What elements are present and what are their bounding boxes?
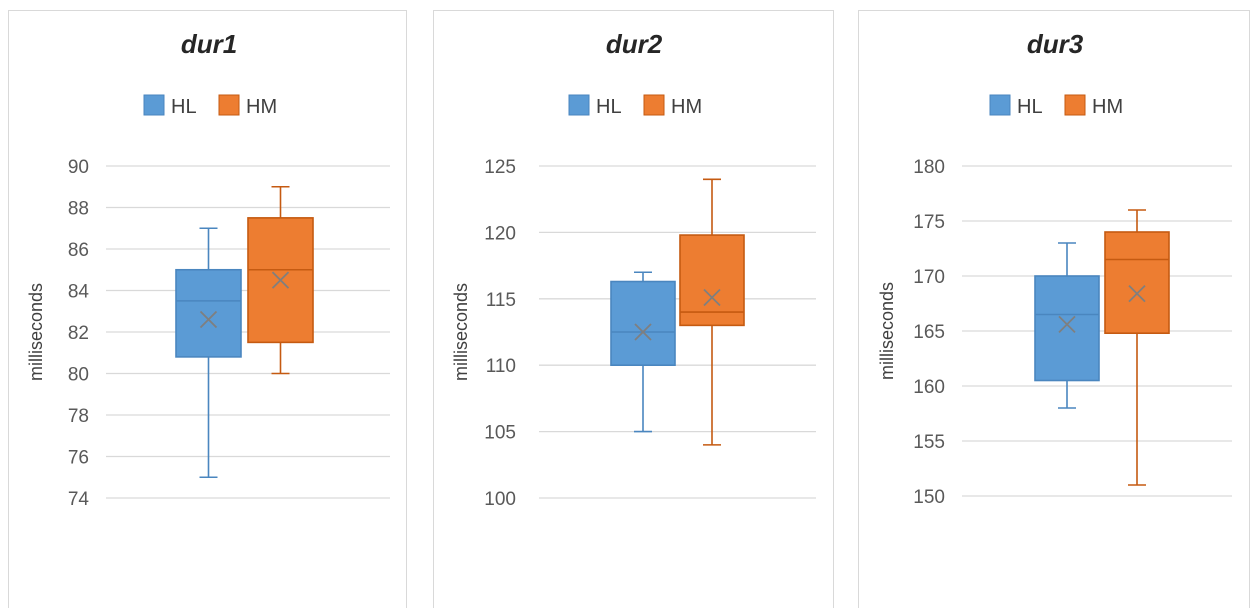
tick-label-dur3-175: 175 <box>913 212 945 233</box>
box-dur3-HM <box>1104 231 1170 334</box>
tick-label-dur2-100: 100 <box>484 489 516 510</box>
legend-swatch-dur1-HL <box>143 94 165 116</box>
y-axis-title-dur1: milliseconds <box>26 283 46 381</box>
tick-label-dur1-84: 84 <box>68 282 90 303</box>
tick-label-dur2-125: 125 <box>484 157 516 178</box>
chart-title-dur2: dur2 <box>606 29 663 59</box>
legend-label-dur2-HL: HL <box>596 96 622 118</box>
tick-label-dur1-82: 82 <box>68 323 89 344</box>
chart-title-dur1: dur1 <box>181 29 237 59</box>
tick-label-dur3-150: 150 <box>913 487 945 508</box>
tick-label-dur3-160: 160 <box>913 377 945 398</box>
legend-swatch-dur2-HM <box>643 94 665 116</box>
tick-label-dur1-74: 74 <box>68 489 90 510</box>
box-dur2-HL <box>610 280 676 367</box>
legend-label-dur3-HL: HL <box>1017 96 1043 118</box>
mean-marker-dur2-HM <box>703 288 721 307</box>
chart-panel-dur2: dur2 HL HM 100 105 110 115 120 125 milliseconds <box>433 10 834 608</box>
box-dur2-HM <box>679 234 745 327</box>
legend-label-dur2-HM: HM <box>671 96 702 118</box>
tick-label-dur2-115: 115 <box>486 290 516 311</box>
box-dur3-HL <box>1034 275 1100 382</box>
mean-marker-dur1-HL <box>199 310 218 329</box>
chart-title-dur3: dur3 <box>1027 29 1084 59</box>
tick-label-dur3-180: 180 <box>913 157 945 178</box>
tick-label-dur2-110: 110 <box>486 356 516 377</box>
tick-label-dur3-165: 165 <box>913 322 945 343</box>
box-dur1-HL <box>175 268 242 358</box>
y-axis-title-dur3: milliseconds <box>877 282 897 380</box>
legend-label-dur1-HM: HM <box>246 96 277 118</box>
legend-label-dur3-HM: HM <box>1092 96 1123 118</box>
tick-label-dur2-120: 120 <box>484 223 516 244</box>
legend-swatch-dur3-HL <box>989 94 1011 116</box>
tick-label-dur3-155: 155 <box>913 432 945 453</box>
tick-label-dur1-80: 80 <box>68 365 89 386</box>
tick-label-dur3-170: 170 <box>913 267 945 288</box>
legend-swatch-dur2-HL <box>568 94 590 116</box>
tick-label-dur2-105: 105 <box>484 423 516 444</box>
y-axis-title-dur2: milliseconds <box>451 283 471 381</box>
chart-svg-dur3: dur3 HL HM 150 155 160 165 170 175 180 millisecond… <box>877 29 1232 508</box>
legend-swatch-dur3-HM <box>1064 94 1086 116</box>
chart-svg-dur1: dur1 HL HM 74 76 78 80 82 84 86 88 90 milliseconds <box>26 29 390 510</box>
mean-marker-dur2-HL <box>634 323 652 341</box>
chart-svg-dur2: dur2 HL HM 100 105 110 115 120 125 milliseconds <box>451 29 816 510</box>
tick-label-dur1-88: 88 <box>68 199 89 220</box>
tick-label-dur1-76: 76 <box>68 448 89 469</box>
tick-label-dur1-78: 78 <box>68 406 89 427</box>
mean-marker-dur3-HL <box>1058 315 1076 334</box>
tick-label-dur1-90: 90 <box>68 157 89 178</box>
mean-marker-dur3-HM <box>1128 284 1146 303</box>
chart-panel-dur1: dur1 HL HM 74 76 78 80 82 84 86 88 90 milliseconds <box>8 10 407 608</box>
mean-marker-dur1-HM <box>271 271 290 289</box>
legend-swatch-dur1-HM <box>218 94 240 116</box>
legend-label-dur1-HL: HL <box>171 96 197 118</box>
chart-panel-dur3: dur3 HL HM 150 155 160 165 170 175 180 millisecond… <box>858 10 1250 608</box>
tick-label-dur1-86: 86 <box>68 240 89 261</box>
